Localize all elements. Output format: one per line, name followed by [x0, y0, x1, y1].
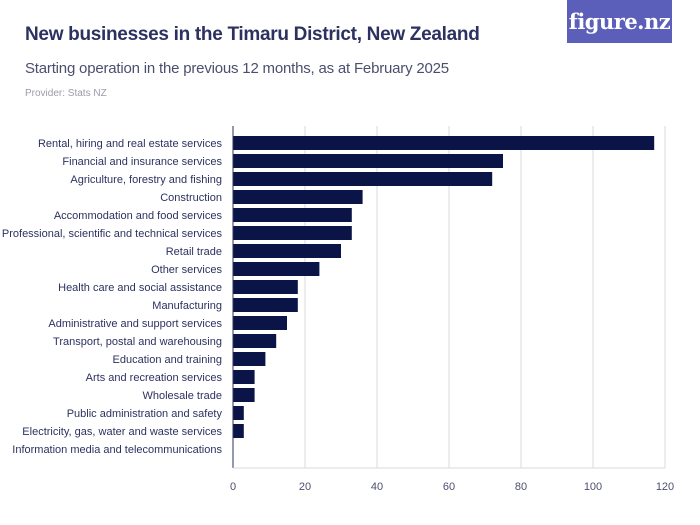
category-label: Construction [160, 192, 222, 204]
x-tick-label: 60 [443, 481, 455, 493]
category-label: Electricity, gas, water and waste servic… [22, 426, 222, 438]
category-label: Wholesale trade [143, 390, 223, 402]
bar [233, 280, 298, 294]
bar [233, 406, 244, 420]
bar [233, 172, 493, 186]
category-label: Health care and social assistance [58, 282, 222, 294]
category-label: Other services [151, 264, 222, 276]
x-tick-label: 40 [371, 481, 383, 493]
bar [233, 316, 287, 330]
x-tick-label: 100 [584, 481, 602, 493]
bar [233, 370, 255, 384]
bar [233, 154, 503, 168]
data-provider: Provider: Stats NZ [25, 88, 107, 99]
category-label: Rental, hiring and real estate services [38, 138, 223, 150]
bar [233, 244, 341, 258]
x-tick-label: 20 [299, 481, 311, 493]
bar [233, 334, 277, 348]
category-label: Education and training [113, 354, 222, 366]
category-label: Administrative and support services [48, 318, 222, 330]
category-label: Public administration and safety [67, 408, 223, 420]
category-label: Arts and recreation services [86, 372, 223, 384]
category-label: Agriculture, forestry and fishing [70, 174, 222, 186]
bar [233, 424, 244, 438]
category-label: Retail trade [166, 246, 222, 258]
category-label: Manufacturing [152, 300, 222, 312]
bar [233, 136, 655, 150]
category-label: Accommodation and food services [54, 210, 223, 222]
chart-title: New businesses in the Timaru District, N… [25, 24, 480, 45]
x-tick-label: 80 [515, 481, 527, 493]
category-label: Information media and telecommunications [12, 444, 222, 456]
category-label: Financial and insurance services [62, 156, 222, 168]
category-label: Professional, scientific and technical s… [2, 228, 223, 240]
figure-nz-logo[interactable]: figure.nz [567, 0, 672, 43]
bar [233, 352, 266, 366]
bar [233, 262, 320, 276]
x-tick-label: 0 [230, 481, 236, 493]
chart-subtitle: Starting operation in the previous 12 mo… [25, 60, 449, 77]
bar [233, 190, 363, 204]
bar [233, 226, 352, 240]
x-tick-label: 120 [656, 481, 674, 493]
bar [233, 208, 352, 222]
bar [233, 298, 298, 312]
bar [233, 388, 255, 402]
category-label: Transport, postal and warehousing [53, 336, 222, 348]
